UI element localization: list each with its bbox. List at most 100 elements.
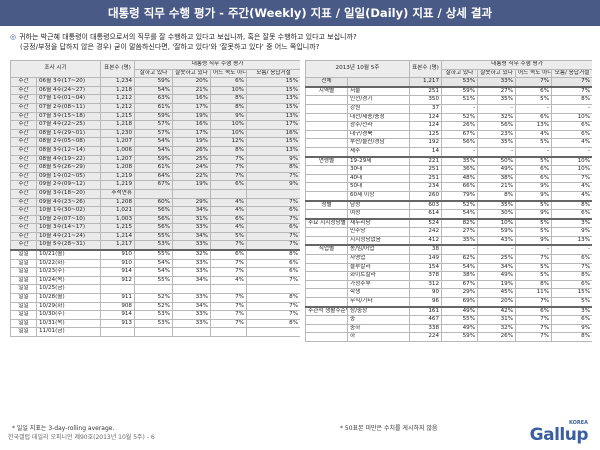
- cell-dontknow: 6%: [551, 121, 592, 131]
- cell-negative: 21%: [477, 182, 517, 192]
- total-row: 전체 1,217 53% 33% 7% 7%: [305, 77, 592, 88]
- cell-positive: 61%: [134, 102, 173, 113]
- detail-row: 주요 지지정당별 새누리당 524 82% 10% 5% 3%: [305, 217, 592, 229]
- logo-sub: KOREA: [568, 420, 588, 426]
- cell-type: 일일: [10, 310, 37, 320]
- cell-positive: 59%: [134, 77, 173, 87]
- cell-dontknow: 16%: [245, 128, 300, 139]
- cell-dontknow: 6%: [245, 258, 300, 269]
- cell-dontknow: 9%: [245, 180, 300, 190]
- cell-neutral: [210, 327, 247, 337]
- cell-period: 학생: [346, 288, 411, 299]
- cell-negative: 25%: [172, 154, 211, 165]
- header-group: 대통령 직무 수행 평가: [441, 60, 592, 70]
- cell-neutral: -: [515, 146, 553, 158]
- cell-period: 10/31(목): [36, 318, 101, 329]
- survey-question: ◎ 귀하는 박근혜 대통령이 대통령으로서의 직무를 잘 수행하고 있다고 보십니…: [10, 32, 590, 52]
- cell-base: 242: [409, 227, 443, 237]
- cell-dontknow: 9%: [551, 323, 592, 334]
- weekly-row: 주간 10월 4주(21~24) 1,214 55% 34% 5% 7%: [10, 231, 300, 242]
- header-base: 표본수 (명): [409, 60, 443, 79]
- cell-type: [305, 254, 348, 264]
- cell-period: 제주: [346, 146, 411, 158]
- cell-negative: 17%: [172, 128, 211, 139]
- cell-type: [305, 129, 348, 140]
- cell-dontknow: 7%: [245, 197, 300, 208]
- cell-positive: 35%: [441, 155, 479, 167]
- cell-positive: [134, 327, 173, 337]
- cell-positive: 48%: [441, 173, 479, 184]
- cell-positive: 56%: [134, 214, 173, 225]
- detail-row: 대전/세종/충청 124 52% 32% 6% 10%: [305, 112, 592, 123]
- weekly-row: 주간 08월 3주(12~14) 1,006 54% 26% 8% 13%: [10, 145, 300, 156]
- cell-period: 06월 3주(17~20): [36, 77, 101, 87]
- cell-type: 주간: [10, 214, 37, 225]
- cell-period: 08월 5주(26~29): [36, 163, 101, 173]
- cell-type: [305, 165, 348, 175]
- cell-period: 민주당: [346, 227, 411, 237]
- cell-base: 154: [409, 262, 443, 273]
- cell-positive: 61%: [134, 163, 173, 173]
- cell-negative: 34%: [172, 301, 211, 312]
- cell-dontknow: 4%: [551, 182, 592, 192]
- cell-period: 대전/세종/충청: [346, 112, 411, 123]
- cell-neutral: 8%: [210, 102, 247, 113]
- cell-period: 부산/울산/경남: [346, 138, 411, 148]
- weekly-row: 주간 08월 4주(19~22) 1,207 59% 25% 7% 9%: [10, 154, 300, 165]
- cell-neutral: 5%: [515, 199, 553, 211]
- cell-neutral: 6%: [515, 165, 553, 175]
- detail-table-box: 2013년 10월 5주 표본수 (명) 대통령 직무 수행 평가 잘하고 있다…: [305, 60, 592, 423]
- cell-type: 일일: [10, 318, 37, 329]
- detail-row: 화이트칼라 378 38% 49% 5% 8%: [305, 271, 592, 281]
- cell-base: 1,215: [100, 223, 135, 233]
- cell-neutral: 9%: [515, 235, 553, 246]
- gallup-logo: KOREA Gallup: [530, 420, 589, 445]
- daily-row: 일일 10/28(월) 911 52% 33% 7% 8%: [10, 293, 300, 303]
- cell-period: 하: [346, 332, 411, 342]
- detail-row: 주관적 생활수준별 상/중상 161 49% 42% 6% 3%: [305, 305, 592, 317]
- cell-period: 11/01(금): [36, 327, 101, 337]
- cell-base: 14: [409, 146, 443, 158]
- cell-neutral: 8%: [210, 94, 247, 104]
- cell-type: 직업별: [305, 244, 348, 256]
- cell-base: 234: [409, 182, 443, 192]
- cell-base: 1,217: [100, 240, 135, 251]
- cell-positive: 55%: [134, 249, 173, 260]
- cell-negative: 27%: [477, 85, 517, 97]
- cell-type: [305, 332, 348, 342]
- cell-negative: 16%: [172, 120, 211, 130]
- cell-period: 10/21(월): [36, 249, 101, 260]
- cell-negative: 31%: [172, 214, 211, 225]
- cell-base: 1,212: [100, 94, 135, 104]
- cell-type: [305, 182, 348, 192]
- cell-positive: 63%: [134, 94, 173, 104]
- cell-type: [305, 190, 348, 202]
- cell-dontknow: 4%: [551, 190, 592, 202]
- detail-row: 무직/기타 96 69% 20% 7% 5%: [305, 297, 592, 308]
- cell-negative: 32%: [172, 249, 211, 260]
- cell-negative: 17%: [172, 102, 211, 113]
- cell-positive: 49%: [441, 323, 479, 334]
- cell-base: 251: [409, 85, 443, 97]
- cell-type: [305, 146, 348, 158]
- cell-type: 주간: [10, 145, 37, 156]
- footer-text: 한국갤럽 데일리 오피니언 제90호(2013년 10월 5주) - 6: [8, 434, 155, 441]
- detail-row: 대구/경북 125 67% 23% 4% 6%: [305, 129, 592, 140]
- cell-dontknow: -: [551, 146, 592, 158]
- cell-period: 10월 5주(28~31): [36, 240, 101, 251]
- cell-dontknow: 10%: [551, 165, 592, 175]
- cell-period: 07월 4주(22~25): [36, 120, 101, 130]
- cell-period: 무직/기타: [346, 297, 411, 308]
- cell-dontknow: 8%: [551, 332, 592, 342]
- cell-negative: 33%: [172, 240, 211, 251]
- cell-period: 50대: [346, 182, 411, 192]
- cell-positive: 36%: [441, 165, 479, 175]
- cell-neutral: 6%: [515, 85, 553, 97]
- cell-positive: 52%: [441, 112, 479, 123]
- cell-neutral: 9%: [515, 209, 553, 220]
- cell-negative: 20%: [172, 77, 211, 87]
- weekly-row: 주간 09월 4주(23~26) 1,208 60% 29% 4% 7%: [10, 197, 300, 208]
- cell-dontknow: 7%: [551, 262, 592, 273]
- cell-negative: 33%: [172, 223, 211, 233]
- cell-positive: 69%: [441, 297, 479, 308]
